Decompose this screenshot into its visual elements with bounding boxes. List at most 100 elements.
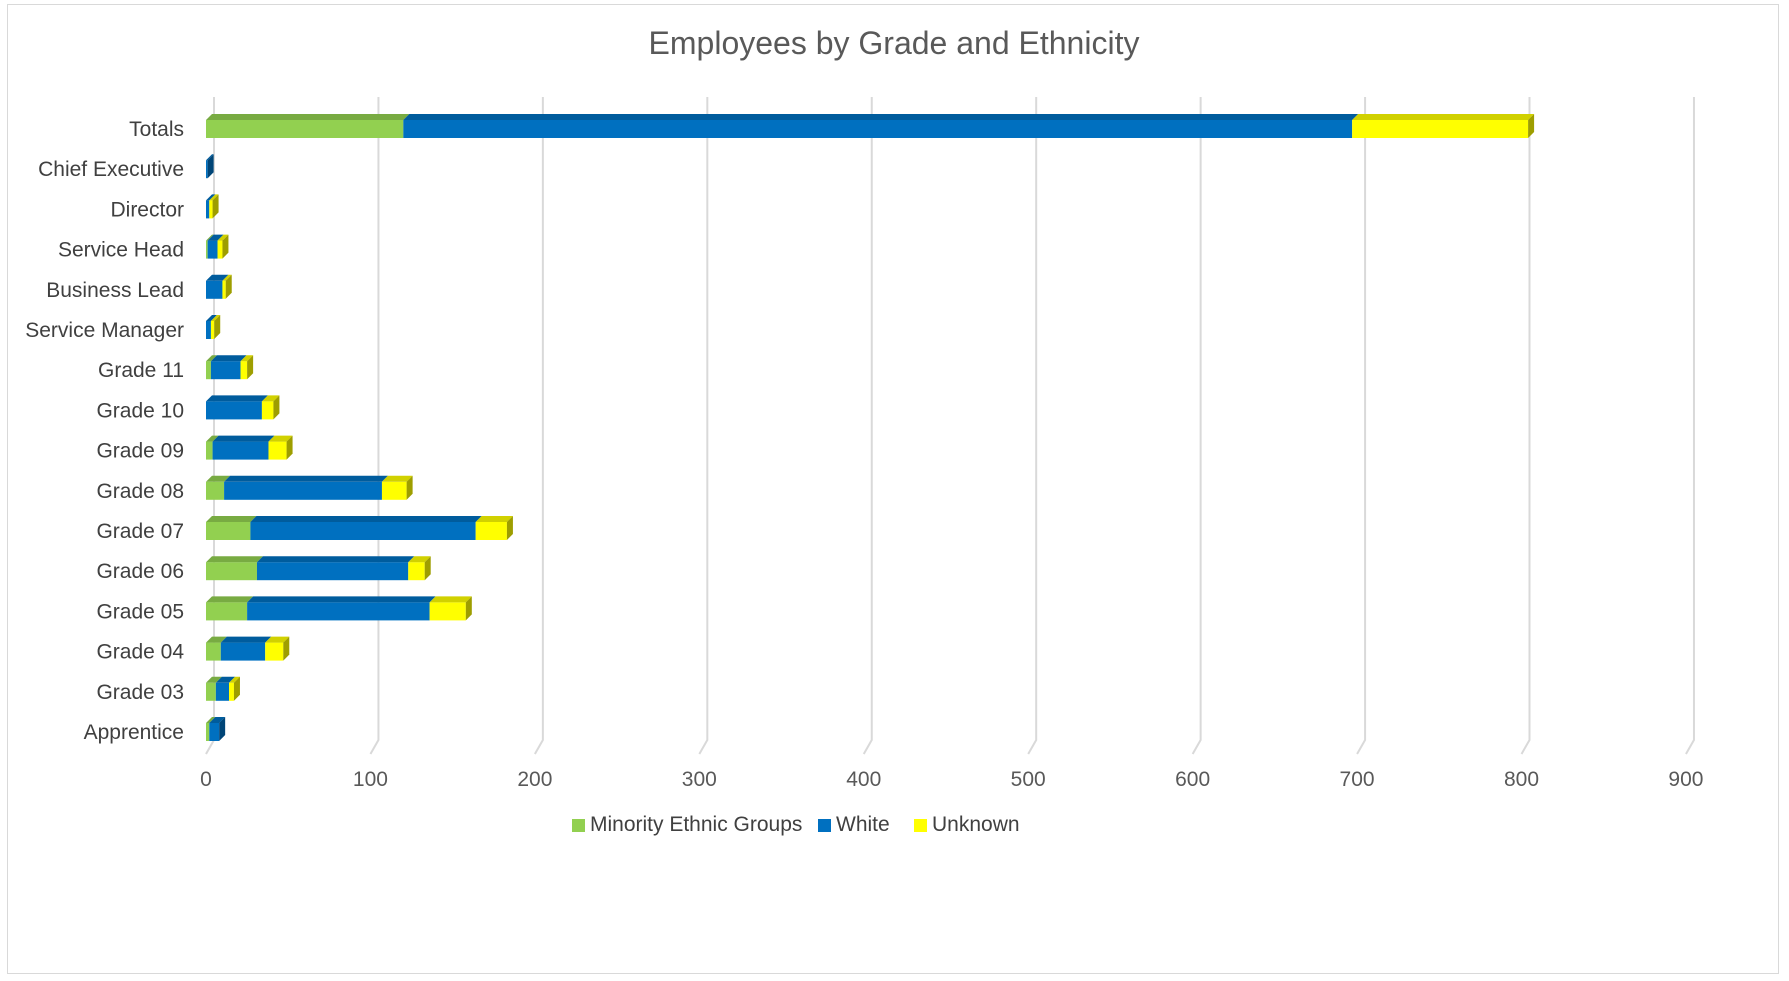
category-label: Chief Executive [38, 158, 184, 181]
category-label: Service Head [58, 239, 184, 262]
bar-top-face [261, 395, 280, 402]
bar-front-face [206, 481, 225, 500]
bar-top-face [381, 475, 413, 482]
bar-front-face [206, 562, 257, 581]
bar-unknown-grade-03 [229, 676, 240, 701]
bar-white-chief-executive [206, 154, 214, 179]
bar-white-grade-04 [220, 636, 272, 661]
legend-item-minority-ethnic-groups: Minority Ethnic Groups [572, 813, 802, 836]
x-tick-label: 0 [200, 768, 212, 791]
bar-front-face [206, 361, 211, 380]
bar-minority-ethnic-groups-grade-06 [206, 556, 263, 581]
bar-side-face [283, 636, 290, 661]
bar-unknown-totals [1352, 114, 1535, 138]
bar-front-face [206, 522, 251, 540]
bar-front-face [206, 642, 221, 661]
legend-swatch [572, 819, 585, 832]
bar-minority-ethnic-groups-totals [206, 114, 410, 138]
bar-top-face [206, 717, 216, 723]
bar-unknown-grade-05 [429, 596, 472, 621]
bar-unknown-service-head [217, 234, 229, 259]
legend-item-unknown: Unknown [914, 813, 1020, 836]
bar-white-grade-06 [256, 556, 415, 581]
bar-front-face [381, 481, 407, 500]
bar-top-face [215, 676, 236, 683]
gridlines [205, 97, 1695, 755]
category-label: Grade 11 [98, 359, 184, 382]
legend-label: Unknown [932, 813, 1020, 836]
bar-front-face [261, 401, 274, 420]
bar-minority-ethnic-groups-grade-05 [206, 596, 254, 621]
bar-minority-ethnic-groups-grade-08 [206, 475, 231, 500]
bar-white-grade-09 [212, 435, 275, 460]
category-labels: Totals Chief Executive Director Service Hea… [25, 118, 184, 744]
bar-side-face [214, 315, 221, 339]
x-tick-label: 500 [1011, 768, 1046, 791]
bar-front-face [1352, 120, 1529, 138]
bar-front-face [206, 602, 248, 621]
category-label: Service Manager [25, 319, 184, 342]
bar-top-face [222, 274, 232, 281]
bar-top-face [206, 596, 254, 603]
bar-unknown-grade-08 [381, 475, 413, 500]
category-label: Grade 06 [96, 560, 184, 583]
category-label: Grade 09 [96, 440, 184, 463]
legend-label: Minority Ethnic Groups [590, 813, 802, 836]
bar-side-face [273, 395, 280, 420]
chart-frame: Employees by Grade and Ethnicity 0 100 200… [7, 4, 1779, 974]
category-label: Grade 03 [96, 681, 184, 704]
x-tick-label: 600 [1175, 768, 1210, 791]
x-tick-label: 100 [353, 768, 388, 791]
bar-unknown-service-manager [210, 315, 221, 339]
gridline-900 [1685, 97, 1695, 755]
bar-front-face [268, 441, 287, 460]
bar-top-face [429, 596, 472, 603]
x-tick-label: 800 [1504, 768, 1539, 791]
category-label: Business Lead [46, 279, 184, 302]
bars [206, 114, 1535, 741]
bar-top-face [250, 516, 482, 522]
bar-top-face [206, 636, 227, 643]
bar-top-face [408, 556, 431, 563]
bar-side-face [424, 556, 431, 581]
bar-front-face [224, 481, 382, 500]
bar-side-face [406, 475, 413, 500]
bar-front-face [240, 361, 248, 380]
gridline-700 [1356, 97, 1367, 755]
gridline-800 [1520, 97, 1531, 755]
gridline-100 [369, 97, 380, 755]
bar-top-face [206, 435, 219, 442]
bar-side-face [465, 596, 472, 621]
bar-white-grade-10 [206, 395, 268, 420]
legend-swatch [818, 819, 831, 832]
bar-white-grade-11 [210, 355, 247, 380]
bar-unknown-director [209, 194, 219, 219]
bar-front-face [209, 723, 220, 741]
bar-top-face [265, 636, 290, 643]
bar-white-business-lead [206, 274, 229, 299]
bar-top-face [1352, 114, 1535, 120]
bar-top-face [268, 435, 293, 442]
x-tick-label: 400 [846, 768, 881, 791]
bar-top-face [206, 234, 214, 241]
bar-front-face [429, 602, 466, 621]
x-tick-label: 300 [682, 768, 717, 791]
bar-minority-ethnic-groups-service-head [206, 234, 214, 259]
bar-white-apprentice [209, 717, 226, 741]
bar-top-face [229, 676, 240, 683]
category-label: Grade 07 [96, 520, 184, 543]
bar-front-face [206, 321, 211, 339]
legend-swatch [914, 819, 927, 832]
bar-top-face [210, 315, 221, 321]
bar-side-face [207, 154, 214, 179]
bar-front-face [222, 280, 226, 299]
bar-side-face [286, 435, 293, 460]
bar-side-face [247, 355, 254, 380]
bar-top-face [206, 315, 217, 321]
bar-top-face [475, 516, 513, 522]
bar-white-service-head [207, 234, 224, 259]
bar-front-face [206, 200, 210, 219]
bar-top-face [206, 516, 257, 522]
bar-white-grade-08 [224, 475, 388, 500]
bar-top-face [209, 717, 226, 723]
